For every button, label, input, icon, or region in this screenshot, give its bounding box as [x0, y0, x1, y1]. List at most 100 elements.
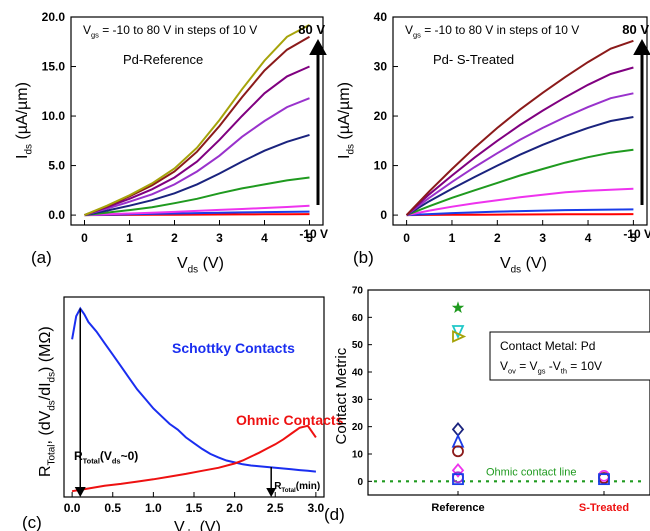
- x-tick-label: 5: [306, 231, 313, 245]
- y-axis-label-group: Ids (µA/µm): [14, 82, 34, 159]
- subscript: gs: [538, 366, 546, 375]
- y-tick-label: 20: [374, 109, 388, 123]
- y-tick-label: 10: [352, 450, 364, 461]
- text-span: = V: [516, 359, 538, 373]
- sweep-arrow-head: [633, 39, 650, 55]
- x-tick-label: 1: [449, 231, 456, 245]
- x-tick-label: 3: [539, 231, 546, 245]
- text-span: = -10 to 80 V in steps of 10 V: [421, 23, 579, 37]
- panel-label: (c): [22, 513, 42, 531]
- triangle-down-marker: [451, 325, 465, 340]
- y-tick-label: 40: [374, 10, 388, 24]
- arrow-bottom-label: -10 V: [299, 227, 328, 241]
- legend-line-1: Contact Metal: Pd: [500, 339, 595, 353]
- text-span: -V: [545, 359, 560, 373]
- text-span: V: [405, 23, 413, 37]
- series-line: [71, 306, 316, 473]
- rtotal-zero-label: RTotal(Vds~0): [74, 449, 138, 465]
- legend-line-2: Vov = Vgs -Vth = 10V: [500, 359, 602, 375]
- schottky-label: Schottky Contacts: [172, 340, 295, 356]
- x-tick-label: 3.0: [308, 501, 325, 515]
- circle-marker: [452, 445, 464, 458]
- triangle-right-marker: [452, 330, 467, 343]
- subscript: gs: [91, 30, 99, 39]
- series-line: [405, 39, 634, 216]
- subscript: th: [561, 366, 567, 375]
- panel-label: (b): [353, 248, 374, 267]
- category-label: S-Treated: [579, 502, 629, 514]
- legend-box: [489, 331, 650, 381]
- y-tick-label: 50: [352, 340, 364, 351]
- y-tick-label: 30: [374, 60, 388, 74]
- subscript: ds: [345, 144, 356, 155]
- arrow-top-label: 80 V: [298, 22, 325, 37]
- y-axis-label: Ids (µA/µm): [14, 82, 34, 159]
- series-line: [84, 133, 310, 217]
- y-tick-label: 40: [352, 368, 364, 379]
- rtotal-min-arrow-head: [266, 488, 277, 497]
- text-span: (V): [521, 255, 547, 272]
- y-tick-label: 10: [374, 159, 388, 173]
- x-tick-label: 2.0: [226, 501, 243, 515]
- text-span: I: [336, 155, 353, 159]
- y-tick-label: 70: [352, 286, 364, 297]
- text-span: , (dV: [37, 410, 54, 444]
- text-span: V: [177, 255, 188, 272]
- series-line: [405, 66, 634, 216]
- text-span: R: [37, 465, 54, 477]
- series-line: [406, 187, 634, 217]
- subscript: ds: [188, 264, 199, 275]
- panel-a: 0 1 2 3 4 5 0.0 5.0 10.0 15.0 20.0 Vds (V) Ids (µA/µ…: [14, 10, 328, 275]
- x-axis-label: Vds (V): [174, 519, 221, 531]
- panel-label: (a): [31, 248, 52, 267]
- category-label: Reference: [431, 502, 484, 514]
- x-tick-label: 0.0: [64, 501, 81, 515]
- y-tick-label: 20.0: [42, 10, 66, 24]
- text-span: (V: [100, 449, 112, 463]
- series-line: [406, 116, 634, 216]
- series-line: [84, 97, 310, 217]
- square-marker: [598, 473, 610, 486]
- y-axis-label: RTotal, (dVds/dIds) (MΩ): [37, 326, 57, 477]
- panel-d: 0 10 20 30 40 50 60 70 Reference S-Treated Ohmic c…: [324, 286, 650, 524]
- x-tick-label: 0: [81, 231, 88, 245]
- x-tick-label: 2: [171, 231, 178, 245]
- y-tick-label: 0: [380, 208, 387, 222]
- y-tick-label: 5.0: [48, 159, 65, 173]
- subscript: ds: [185, 528, 196, 531]
- panel-label: (d): [324, 505, 345, 524]
- plot-frame: [63, 296, 325, 498]
- ohmic-label: Ohmic Contacts: [236, 412, 344, 428]
- subscript: ov: [508, 366, 516, 375]
- x-tick-label: 4: [585, 231, 592, 245]
- plot-frame: [70, 16, 324, 226]
- x-tick-label: 1.0: [145, 501, 162, 515]
- plot-frame: [367, 289, 650, 496]
- y-axis-label-group: RTotal, (dVds/dIds) (MΩ): [37, 326, 57, 477]
- series-line: [405, 92, 634, 216]
- subscript: Total: [46, 445, 57, 466]
- series-line: [406, 148, 634, 217]
- sample-label: Pd- S-Treated: [433, 52, 514, 67]
- series-line: [71, 424, 317, 493]
- y-tick-label: 15.0: [42, 60, 66, 74]
- sweep-arrow-head: [309, 39, 327, 55]
- text-span: I: [14, 155, 31, 159]
- panel-c: 0.0 0.5 1.0 1.5 2.0 2.5 3.0 Schottky Contacts Oh…: [22, 296, 344, 531]
- text-span: /dI: [37, 382, 54, 400]
- condition-annotation: Vgs = -10 to 80 V in steps of 10 V: [405, 23, 579, 39]
- sample-label: Pd-Reference: [123, 52, 203, 67]
- y-axis-label: Contact Metric: [333, 347, 350, 444]
- y-tick-label: 10.0: [42, 109, 66, 123]
- text-span: (V): [195, 519, 221, 531]
- square-marker: [452, 473, 464, 486]
- plot-frame: [392, 16, 648, 226]
- y-axis-label-group: Contact Metric: [333, 347, 350, 444]
- subscript: Total: [83, 456, 100, 465]
- y-tick-label: 0: [357, 477, 363, 488]
- series-line: [84, 24, 310, 217]
- condition-annotation: Vgs = -10 to 80 V in steps of 10 V: [83, 23, 257, 39]
- x-tick-label: 1: [126, 231, 133, 245]
- rtotal-zero-arrow-head: [74, 487, 86, 497]
